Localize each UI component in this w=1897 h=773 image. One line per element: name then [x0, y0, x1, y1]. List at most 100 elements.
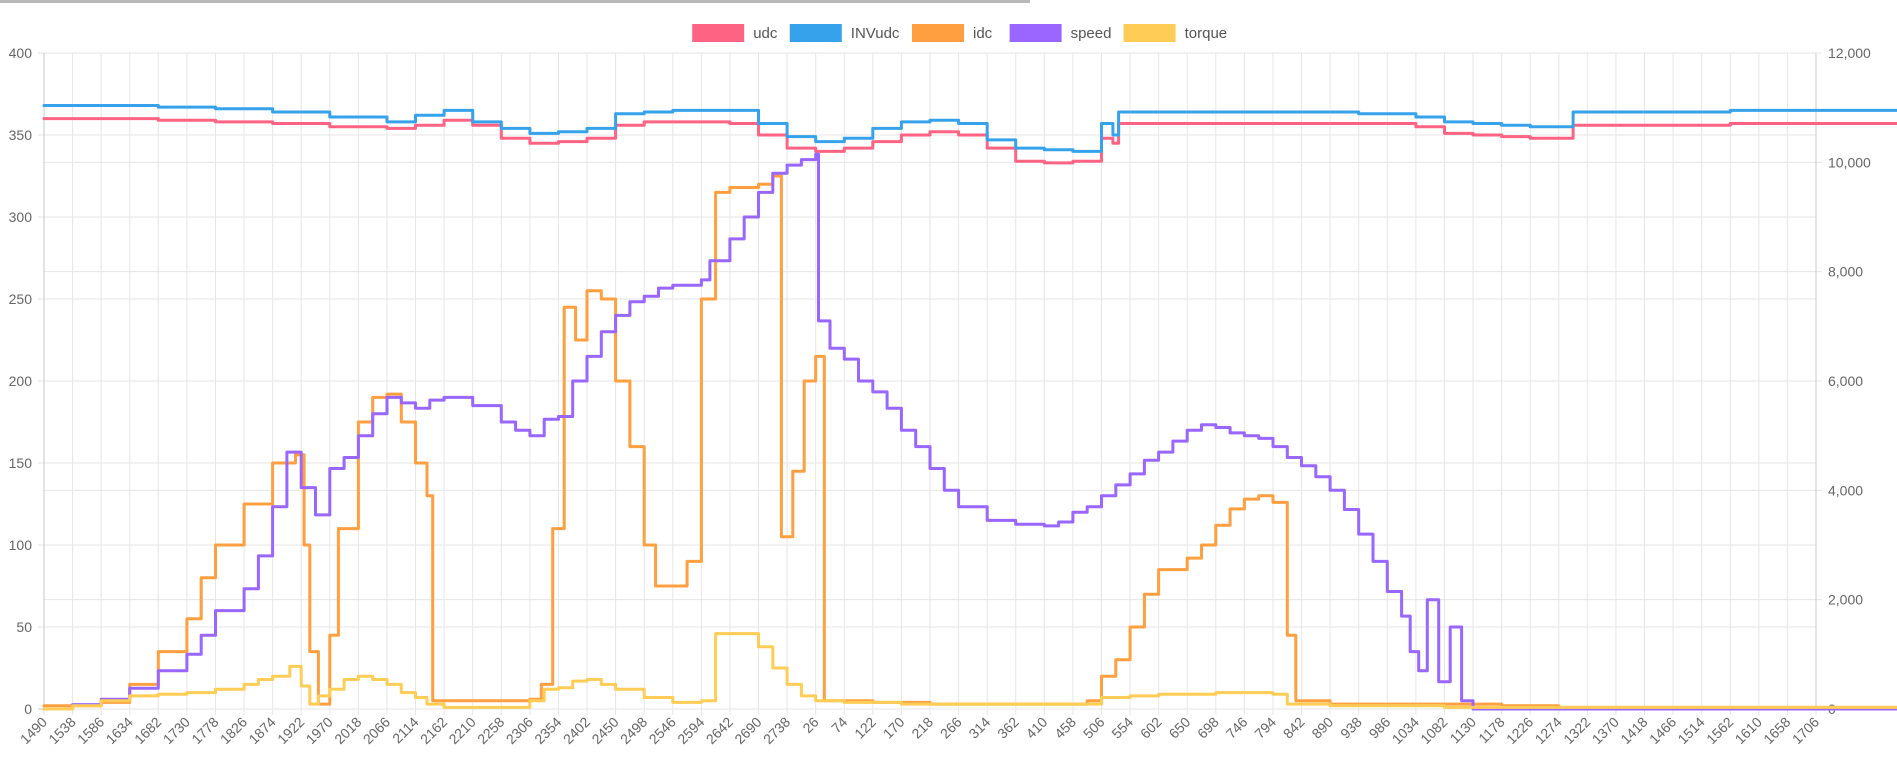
y-left-tick-label: 150 — [9, 455, 33, 471]
y-right-tick-label: 4,000 — [1828, 482, 1863, 498]
x-tick-label: 1610 — [1732, 714, 1765, 747]
x-tick-label: 314 — [965, 714, 993, 742]
x-tick-label: 266 — [937, 714, 965, 742]
legend-label: udc — [753, 25, 778, 42]
legend-item[interactable]: idc — [912, 24, 993, 42]
y-left-tick-label: 400 — [9, 45, 33, 61]
x-tick-label: 218 — [908, 714, 936, 742]
x-tick-label: 890 — [1308, 714, 1336, 742]
legend: udc INVudc idc speed torque — [692, 24, 1227, 42]
series-line-udc — [42, 117, 1897, 165]
x-tick-label: 2546 — [646, 714, 679, 747]
legend-swatch — [1123, 24, 1176, 42]
y-left-tick-label: 0 — [24, 701, 32, 717]
x-tick-label: 1562 — [1703, 714, 1736, 747]
y-left-tick-label: 250 — [9, 291, 33, 307]
y-left-tick-label: 50 — [16, 619, 32, 635]
x-tick-label: 26 — [799, 714, 821, 736]
series-line-speed — [42, 152, 1897, 711]
x-tick-label: 2210 — [445, 714, 478, 747]
top-scroll-edge — [0, 0, 1030, 3]
x-tick-label: 2594 — [674, 714, 707, 747]
x-tick-label: 1178 — [1475, 714, 1508, 747]
legend-label: speed — [1071, 25, 1112, 42]
x-tick-label: 1322 — [1560, 714, 1593, 747]
x-tick-label: 170 — [880, 714, 908, 742]
x-tick-label: 1922 — [274, 714, 307, 747]
x-tick-label: 74 — [828, 714, 850, 736]
legend-swatch — [1009, 24, 1062, 42]
y-right-tick-label: 10,000 — [1828, 154, 1871, 170]
y-left-tick-label: 200 — [9, 373, 33, 389]
series-lines — [42, 104, 1897, 711]
y-right-tick-label: 2,000 — [1828, 592, 1863, 608]
x-tick-label: 1130 — [1447, 714, 1480, 747]
legend-label: idc — [973, 25, 993, 42]
legend-item[interactable]: torque — [1123, 24, 1228, 42]
x-tick-label: 1634 — [103, 714, 136, 747]
x-tick-label: 1538 — [45, 714, 78, 747]
x-tick-label: 2738 — [760, 714, 793, 747]
x-tick-label: 1514 — [1674, 714, 1707, 747]
x-tick-label: 2306 — [503, 714, 536, 747]
x-tick-label: 1082 — [1417, 714, 1450, 747]
x-tick-label: 2018 — [331, 714, 364, 747]
x-tick-label: 1370 — [1589, 714, 1622, 747]
x-tick-label: 1874 — [245, 714, 278, 747]
x-tick-label: 1730 — [160, 714, 193, 747]
x-tick-label: 1826 — [217, 714, 250, 747]
x-tick-label: 2354 — [531, 714, 564, 747]
legend-swatch — [692, 24, 745, 42]
y-left-tick-label: 100 — [9, 537, 33, 553]
x-tick-label: 1226 — [1503, 714, 1536, 747]
x-tick-label: 1682 — [131, 714, 164, 747]
x-tick-label: 1466 — [1646, 714, 1679, 747]
x-tick-label: 1778 — [188, 714, 221, 747]
x-tick-label: 1418 — [1617, 714, 1650, 747]
x-tick-label: 2402 — [560, 714, 593, 747]
x-tick-label: 2690 — [731, 714, 764, 747]
series-line-torque — [42, 632, 1897, 711]
series-line-idc — [42, 174, 1897, 709]
x-tick-label: 1970 — [303, 714, 336, 747]
x-tick-label: 794 — [1251, 714, 1279, 742]
y-right-tick-label: 6,000 — [1828, 373, 1863, 389]
legend-item[interactable]: INVudc — [789, 24, 900, 42]
x-tick-label: 746 — [1223, 714, 1251, 742]
x-tick-label: 1274 — [1532, 714, 1565, 747]
legend-label: INVudc — [851, 25, 900, 42]
x-tick-label: 362 — [994, 714, 1022, 742]
x-tick-label: 1586 — [74, 714, 107, 747]
legend-label: torque — [1185, 25, 1228, 42]
x-tick-label: 2450 — [588, 714, 621, 747]
x-tick-label: 2162 — [417, 714, 450, 747]
x-axis: 1490153815861634168217301778182618741922… — [17, 714, 1822, 747]
legend-swatch — [912, 24, 964, 42]
x-tick-label: 698 — [1194, 714, 1222, 742]
x-tick-label: 2642 — [703, 714, 736, 747]
x-tick-label: 602 — [1137, 714, 1165, 742]
x-tick-label: 842 — [1280, 714, 1308, 742]
legend-swatch — [789, 24, 842, 42]
x-tick-label: 2258 — [474, 714, 507, 747]
x-tick-label: 554 — [1108, 714, 1136, 742]
x-tick-label: 410 — [1023, 714, 1051, 742]
y-left-tick-label: 350 — [9, 127, 33, 143]
x-tick-label: 1034 — [1389, 714, 1422, 747]
y-right-tick-label: 12,000 — [1828, 45, 1871, 61]
legend-item[interactable]: udc — [692, 24, 778, 42]
x-tick-label: 938 — [1337, 714, 1365, 742]
x-tick-label: 122 — [851, 714, 879, 742]
x-tick-label: 2114 — [389, 714, 422, 747]
x-tick-label: 650 — [1166, 714, 1194, 742]
y-axis-left: 0 50 100 150 200 250 300 350 400 — [9, 45, 33, 717]
x-tick-label: 506 — [1080, 714, 1108, 742]
x-tick-label: 1706 — [1789, 714, 1822, 747]
legend-item[interactable]: speed — [1009, 24, 1112, 42]
x-tick-label: 1490 — [17, 714, 50, 747]
x-tick-label: 2066 — [360, 714, 393, 747]
grid-lines — [38, 52, 1822, 715]
series-line-invudc — [42, 104, 1897, 153]
